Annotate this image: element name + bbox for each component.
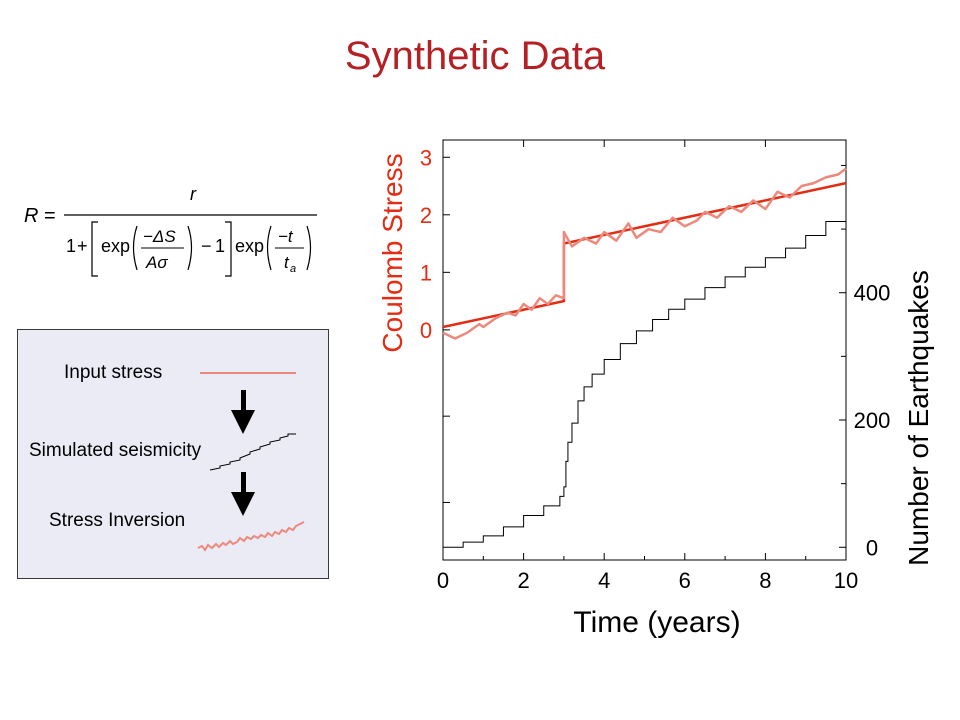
- formula-delta-s: −ΔS: [143, 227, 176, 246]
- formula-exp-1: exp: [101, 236, 130, 256]
- formula-t: t: [284, 253, 290, 272]
- x-axis-label: Time (years): [573, 606, 740, 639]
- formula-minus-t: −t: [278, 227, 294, 246]
- series-stress-inversion: [442, 167, 847, 340]
- formula-left-bracket: [91, 221, 98, 277]
- formula-numerator: r: [190, 186, 197, 204]
- formula-equals: =: [44, 205, 56, 227]
- left-axis-label: Coulomb Stress: [377, 153, 408, 352]
- x-tick-label: 6: [679, 568, 691, 593]
- formula-one: 1: [66, 236, 76, 256]
- x-tick-label: 4: [598, 568, 610, 593]
- left-tick-label: 1: [420, 260, 432, 285]
- plot-frame: [442, 139, 847, 561]
- left-tick-label: 0: [420, 318, 432, 343]
- legend-label-input-stress: Input stress: [64, 362, 163, 383]
- formula-a-sigma: Aσ: [145, 253, 168, 272]
- legend-swatch-seismicity: [209, 433, 296, 471]
- right-axis-label: Number of Earthquakes: [903, 270, 934, 566]
- formula-paren-1-close: [187, 225, 193, 271]
- legend-swatch-inversion: [197, 521, 305, 552]
- right-tick-label: 400: [854, 281, 891, 306]
- x-tick-label: 0: [437, 568, 449, 593]
- legend-panel: Input stress Simulated seismicity Stress…: [17, 329, 329, 579]
- arrow-down-icon: [231, 472, 255, 516]
- formula-paren-2-close: [306, 225, 312, 271]
- right-tick-label: 0: [866, 535, 878, 560]
- legend-label-simulated-seismicity: Simulated seismicity: [29, 440, 202, 461]
- page-title: Synthetic Data: [344, 34, 606, 78]
- arrow-down-icon: [231, 390, 255, 434]
- right-tick-label: 200: [854, 408, 891, 433]
- formula-paren-2-open: [266, 225, 272, 271]
- x-tick-label: 8: [759, 568, 771, 593]
- formula-exp-2: exp: [235, 236, 264, 256]
- legend-label-stress-inversion: Stress Inversion: [49, 510, 186, 531]
- rate-formula: R = r 1 + exp −ΔS Aσ − 1 exp −t t a: [24, 186, 317, 277]
- series-simulated-seismicity: [443, 206, 847, 548]
- left-tick-label: 3: [420, 145, 432, 170]
- formula-paren-1-open: [132, 225, 138, 271]
- formula-plus: +: [77, 236, 88, 256]
- formula-lhs: R: [24, 205, 38, 227]
- x-tick-label: 10: [834, 568, 858, 593]
- x-tick-label: 2: [517, 568, 529, 593]
- formula-right-bracket: [225, 221, 232, 277]
- formula-minus-one: 1: [215, 236, 225, 256]
- left-tick-label: 2: [420, 203, 432, 228]
- legend-swatch-input-stress: [200, 372, 296, 374]
- formula-t-sub: a: [290, 263, 296, 275]
- formula-minus: −: [201, 236, 212, 256]
